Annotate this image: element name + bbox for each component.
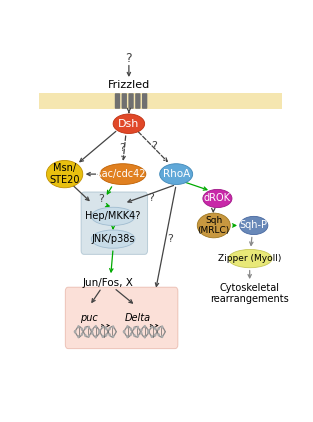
Circle shape <box>101 335 104 338</box>
Circle shape <box>133 334 136 337</box>
Text: dROK: dROK <box>204 194 231 203</box>
Text: Sqh
(MRLC): Sqh (MRLC) <box>198 216 230 235</box>
FancyBboxPatch shape <box>142 93 147 109</box>
Text: Cytoskeletal
rearrangements: Cytoskeletal rearrangements <box>210 283 289 305</box>
Circle shape <box>101 325 104 329</box>
Ellipse shape <box>160 164 193 184</box>
Circle shape <box>95 325 97 328</box>
Circle shape <box>161 325 163 328</box>
Circle shape <box>88 326 90 329</box>
Text: JNK/p38s: JNK/p38s <box>91 234 135 244</box>
Circle shape <box>147 331 150 334</box>
Circle shape <box>140 328 142 332</box>
Circle shape <box>147 329 150 333</box>
Circle shape <box>151 325 153 329</box>
FancyBboxPatch shape <box>128 93 134 109</box>
Text: Msn/
STE20: Msn/ STE20 <box>49 163 80 185</box>
FancyBboxPatch shape <box>135 93 141 109</box>
Ellipse shape <box>113 114 145 133</box>
Ellipse shape <box>203 189 232 208</box>
Ellipse shape <box>91 207 135 225</box>
FancyBboxPatch shape <box>65 287 178 349</box>
Text: Jun/Fos, X: Jun/Fos, X <box>83 278 134 288</box>
Circle shape <box>126 325 129 328</box>
Circle shape <box>88 335 90 338</box>
Circle shape <box>137 326 139 329</box>
Circle shape <box>74 330 76 333</box>
Circle shape <box>109 327 111 330</box>
Circle shape <box>123 330 125 333</box>
Text: ?: ? <box>119 143 125 153</box>
Circle shape <box>157 327 160 330</box>
Circle shape <box>112 325 114 328</box>
Ellipse shape <box>228 249 272 268</box>
Circle shape <box>105 333 107 337</box>
Text: ?: ? <box>152 141 157 151</box>
Circle shape <box>105 327 107 330</box>
Ellipse shape <box>240 216 268 235</box>
Circle shape <box>95 335 97 338</box>
Ellipse shape <box>46 160 83 188</box>
FancyBboxPatch shape <box>115 93 120 109</box>
Text: puc: puc <box>80 313 98 323</box>
Circle shape <box>81 327 83 331</box>
FancyBboxPatch shape <box>121 93 127 109</box>
Ellipse shape <box>197 213 230 238</box>
Circle shape <box>144 325 146 328</box>
Circle shape <box>144 335 146 338</box>
Circle shape <box>91 328 94 332</box>
Circle shape <box>109 333 111 336</box>
Circle shape <box>84 334 87 337</box>
Text: Delta: Delta <box>125 313 151 323</box>
Circle shape <box>161 335 163 338</box>
Circle shape <box>123 330 125 333</box>
Circle shape <box>137 335 139 338</box>
Text: Zipper (MyoII): Zipper (MyoII) <box>218 254 282 263</box>
Text: Hep/MKK4?: Hep/MKK4? <box>85 211 141 222</box>
Text: Rac/cdc42?: Rac/cdc42? <box>95 169 151 179</box>
Text: ?: ? <box>98 195 104 205</box>
Circle shape <box>140 332 142 335</box>
Text: Dsh: Dsh <box>118 119 140 129</box>
Circle shape <box>98 329 100 333</box>
Circle shape <box>112 335 114 338</box>
Circle shape <box>126 335 129 338</box>
Text: ?: ? <box>167 234 173 244</box>
Text: Frizzled: Frizzled <box>108 80 150 90</box>
Circle shape <box>91 332 94 335</box>
Circle shape <box>154 327 156 330</box>
Circle shape <box>98 331 100 334</box>
Text: Sqh-P: Sqh-P <box>240 220 268 230</box>
Text: ?: ? <box>148 192 154 203</box>
Text: ?: ? <box>126 52 132 65</box>
Circle shape <box>154 333 156 337</box>
Text: RhoA: RhoA <box>162 169 190 179</box>
Circle shape <box>77 325 80 328</box>
Circle shape <box>130 333 132 336</box>
Ellipse shape <box>91 230 135 248</box>
Circle shape <box>77 335 80 338</box>
Circle shape <box>130 327 132 331</box>
FancyBboxPatch shape <box>39 93 282 109</box>
Circle shape <box>81 333 83 336</box>
Circle shape <box>84 326 87 330</box>
Circle shape <box>74 330 76 333</box>
Circle shape <box>157 333 160 336</box>
Circle shape <box>151 335 153 338</box>
Circle shape <box>133 326 136 330</box>
Ellipse shape <box>100 164 146 184</box>
FancyBboxPatch shape <box>81 192 147 254</box>
